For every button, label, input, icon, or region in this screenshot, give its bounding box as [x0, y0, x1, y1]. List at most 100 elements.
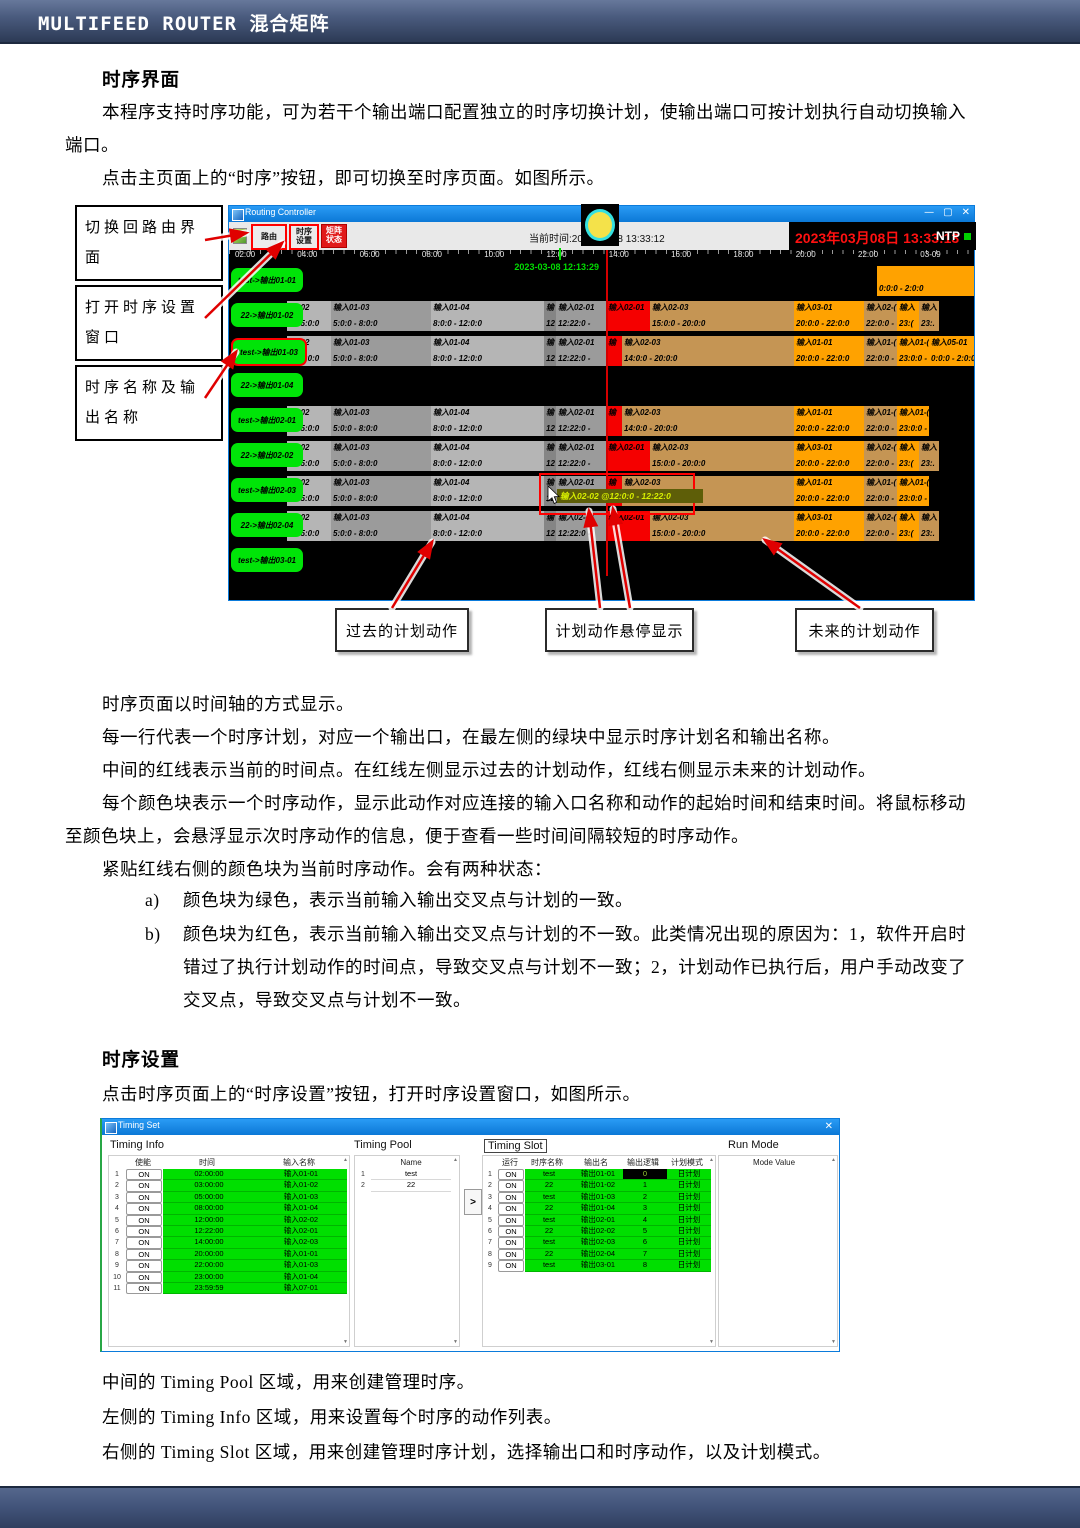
data-cell[interactable]: 14:00:00 [163, 1237, 255, 1249]
minimize-icon[interactable]: — [924, 207, 935, 218]
data-cell[interactable]: 日计划 [667, 1237, 711, 1249]
transfer-button[interactable]: > [464, 1189, 482, 1215]
data-cell[interactable]: 23:00:00 [163, 1271, 255, 1283]
data-cell[interactable]: 日计划 [667, 1214, 711, 1226]
schedule-block[interactable]: 输入03-01 20:0:0 - 22:0:0 [794, 441, 864, 471]
timing-settings-button[interactable]: 时序 设置 [289, 224, 319, 250]
data-cell[interactable]: 05:00:00 [163, 1191, 255, 1204]
schedule-block[interactable]: 输入01-(23:0:0 - [897, 406, 929, 436]
scroll-down-icon[interactable]: ▼ [709, 1339, 714, 1345]
data-cell[interactable]: 输出02-01 [573, 1214, 623, 1226]
schedule-block[interactable]: 输入02-01 12:22:0 - [556, 441, 606, 471]
enable-toggle-cell[interactable]: ON [126, 1271, 162, 1283]
enable-toggle-cell[interactable]: ON [126, 1237, 162, 1249]
schedule-block[interactable]: 输入01-04 8:0:0 - 12:0:0 [431, 476, 544, 506]
enable-toggle-cell[interactable]: ON [498, 1191, 524, 1204]
enable-toggle-cell[interactable]: ON [126, 1169, 162, 1181]
schedule-block[interactable]: 输 12 [544, 511, 556, 541]
schedule-block[interactable]: 输入01-04 8:0:0 - 12:0:0 [431, 336, 544, 366]
schedule-block[interactable]: 输 12 [544, 336, 556, 366]
scroll-up-icon[interactable]: ▲ [343, 1157, 348, 1163]
schedule-block[interactable]: 输入02-01 [606, 511, 650, 541]
enable-toggle-cell[interactable]: ON [498, 1180, 524, 1192]
data-cell[interactable]: 日计划 [667, 1260, 711, 1272]
schedule-block[interactable]: 输入01-03 5:0:0 - 8:0:0 [331, 336, 431, 366]
data-cell[interactable]: 输入01-01 [255, 1169, 347, 1181]
schedule-block[interactable]: 输入01-01 20:0:0 - 22:0:0 [794, 476, 864, 506]
data-cell[interactable]: 输出03-01 [573, 1260, 623, 1272]
data-cell[interactable]: 日计划 [667, 1169, 711, 1181]
schedule-block[interactable]: 输入01-01 20:0:0 - 22:0:0 [794, 406, 864, 436]
schedule-block[interactable]: 输入01-(22:0:0 - [864, 476, 897, 506]
scroll-up-icon[interactable]: ▲ [831, 1157, 836, 1163]
schedule-block[interactable]: 输入01-(22:0:0 - [864, 336, 897, 366]
matrix-status-button[interactable]: 矩阵 状态 [321, 224, 347, 248]
schedule-block[interactable]: 输入02-(22:0:0 - [864, 441, 897, 471]
enable-toggle-cell[interactable]: ON [498, 1225, 524, 1238]
schedule-block[interactable]: 输 12 [544, 441, 556, 471]
enable-toggle-cell[interactable]: ON [126, 1260, 162, 1272]
schedule-block[interactable]: 输 [606, 336, 622, 366]
enable-toggle-cell[interactable]: ON [126, 1248, 162, 1261]
schedule-block[interactable]: 输入02-03 14:0:0 - 20:0:0 [622, 406, 794, 436]
enable-toggle-cell[interactable]: ON [126, 1191, 162, 1204]
enable-toggle-cell[interactable]: ON [126, 1282, 162, 1295]
schedule-block[interactable]: 输入02-(22:0:0 - [864, 511, 897, 541]
enable-toggle-cell[interactable]: ON [498, 1260, 524, 1272]
schedule-block[interactable]: 输入01-03 5:0:0 - 8:0:0 [331, 406, 431, 436]
schedule-block[interactable]: 输 12 [544, 406, 556, 436]
schedule-block[interactable]: 输入02-01 [606, 301, 650, 331]
timing-row-label[interactable]: 22->输出01-04 [231, 373, 303, 397]
close-icon[interactable]: ✕ [824, 1121, 833, 1132]
data-cell[interactable]: 22 [525, 1248, 573, 1261]
data-cell[interactable]: 6 [623, 1237, 667, 1249]
data-cell[interactable]: 日计划 [667, 1225, 711, 1238]
schedule-block[interactable]: 输入 23:( [897, 301, 919, 331]
data-cell[interactable]: 输出01-01 [573, 1169, 623, 1181]
schedule-block[interactable]: 输入01-01 20:0:0 - 22:0:0 [794, 336, 864, 366]
scroll-up-icon[interactable]: ▲ [709, 1157, 714, 1163]
enable-toggle-cell[interactable]: ON [498, 1169, 524, 1181]
schedule-block[interactable]: 输 12 [544, 301, 556, 331]
data-cell[interactable]: 输出01-04 [573, 1203, 623, 1215]
enable-toggle-cell[interactable]: ON [126, 1214, 162, 1226]
schedule-block[interactable]: 输入02-01 12:22:0 - [556, 301, 606, 331]
data-cell[interactable]: 22 [525, 1203, 573, 1215]
schedule-block[interactable]: 输 [606, 406, 622, 436]
timing-row-label[interactable]: test->输出02-03 [231, 478, 303, 502]
data-cell[interactable]: 02:00:00 [163, 1169, 255, 1181]
scroll-down-icon[interactable]: ▼ [831, 1339, 836, 1345]
data-cell[interactable]: 日计划 [667, 1248, 711, 1261]
data-cell[interactable]: 22 [371, 1180, 451, 1192]
schedule-block[interactable]: 输入01-03 5:0:0 - 8:0:0 [331, 301, 431, 331]
schedule-block[interactable]: 输入01-(23:0:0 - [897, 336, 929, 366]
data-cell[interactable]: 输入01-04 [255, 1271, 347, 1283]
schedule-block[interactable]: 输入01-03 5:0:0 - 8:0:0 [331, 476, 431, 506]
data-cell[interactable]: 1 [623, 1180, 667, 1192]
enable-toggle-cell[interactable]: ON [126, 1180, 162, 1192]
data-cell[interactable]: 5 [623, 1225, 667, 1238]
data-cell[interactable]: 输入01-03 [255, 1191, 347, 1204]
timing-row-label[interactable]: test->输出03-01 [231, 548, 303, 572]
schedule-block[interactable]: 输入01-03 5:0:0 - 8:0:0 [331, 441, 431, 471]
schedule-block[interactable]: 输入01-(23:0:0 - [897, 476, 929, 506]
timing-row-label[interactable]: test->输出01-03 [231, 338, 307, 366]
enable-toggle-cell[interactable]: ON [498, 1203, 524, 1215]
schedule-block[interactable]: 输入02-03 15:0:0 - 20:0:0 [650, 301, 794, 331]
window-titlebar[interactable]: Timing Set ✕ [102, 1119, 839, 1135]
data-cell[interactable]: test [525, 1191, 573, 1204]
schedule-block[interactable]: 输入02-03 14:0:0 - 20:0:0 [622, 336, 794, 366]
timing-row-label[interactable]: test->输出01-01 [231, 268, 303, 292]
data-cell[interactable]: 日计划 [667, 1191, 711, 1204]
data-cell[interactable]: 输入01-03 [255, 1260, 347, 1272]
data-cell[interactable]: 输入02-01 [255, 1225, 347, 1238]
data-cell[interactable]: 输入01-04 [255, 1203, 347, 1215]
schedule-block[interactable]: 输入02-03 15:0:0 - 20:0:0 [650, 511, 794, 541]
data-cell[interactable]: 12:22:00 [163, 1225, 255, 1238]
data-cell[interactable]: 22 [525, 1180, 573, 1192]
data-cell[interactable]: 输入02-02 [255, 1214, 347, 1226]
data-cell[interactable]: 0 [623, 1169, 667, 1181]
schedule-block[interactable]: 输入01-04 8:0:0 - 12:0:0 [431, 441, 544, 471]
data-cell[interactable]: 7 [623, 1248, 667, 1261]
maximize-icon[interactable]: ▢ [943, 207, 953, 218]
